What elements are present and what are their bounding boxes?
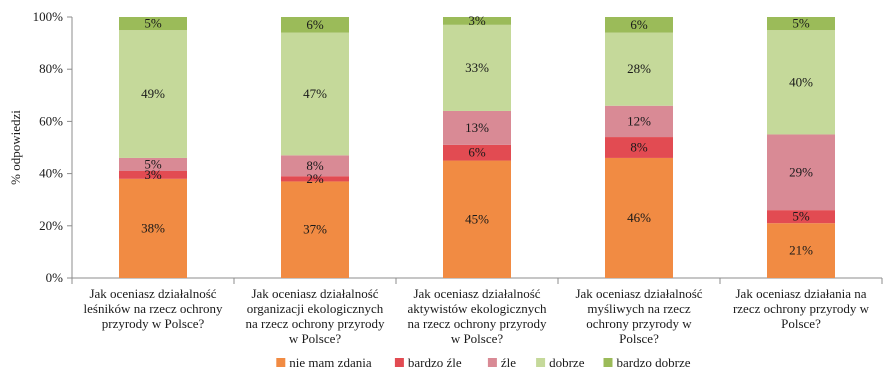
data-label: 13% — [465, 120, 489, 135]
data-label: 37% — [303, 222, 327, 237]
data-label: 49% — [141, 86, 165, 101]
data-label: 40% — [789, 74, 813, 89]
data-label: 28% — [627, 61, 651, 76]
bar-segment — [281, 155, 349, 177]
legend: nie mam zdania bardzo źle źle dobrze bardzo … — [276, 355, 691, 370]
bar-segment — [281, 181, 349, 278]
bar-segment — [281, 176, 349, 182]
bar-segment — [443, 110, 511, 145]
data-label: 33% — [465, 60, 489, 75]
bar-segment — [443, 24, 511, 111]
y-tick-label: 60% — [39, 113, 63, 128]
legend-label: nie mam zdania — [289, 355, 372, 370]
bar-segment — [119, 30, 187, 158]
category-label: Jak oceniasz działania na rzecz ochrony p… — [733, 286, 870, 331]
data-label: 38% — [141, 220, 165, 235]
legend-swatch — [276, 358, 286, 367]
bar-segment — [443, 144, 511, 161]
bar-segment — [767, 30, 835, 135]
bar-segment — [605, 157, 673, 278]
bar-segment — [767, 223, 835, 278]
bar-segment — [281, 17, 349, 33]
legend-swatch — [603, 358, 613, 367]
bar-segment — [119, 17, 187, 31]
bar-segment — [605, 137, 673, 158]
data-label: 47% — [303, 86, 327, 101]
data-label: 6% — [468, 145, 486, 160]
y-tick-label: 100% — [33, 9, 64, 24]
category-labels: Jak oceniasz działalność leśników na rzec… — [84, 286, 870, 346]
category-label: Jak oceniasz działalność aktywistów ekolo… — [408, 286, 547, 346]
y-tick-label: 20% — [39, 218, 63, 233]
bar-segment — [605, 17, 673, 33]
category-label: Jak oceniasz działalność leśników na rzec… — [84, 286, 223, 331]
data-label: 45% — [465, 211, 489, 226]
category-label: Jak oceniasz działalność organizacji ekol… — [246, 286, 385, 346]
data-label: 3% — [144, 167, 162, 182]
bar-segment — [767, 210, 835, 224]
data-label: 21% — [789, 243, 813, 258]
legend-label: bardzo dobrze — [617, 355, 691, 370]
bar-segment — [605, 32, 673, 106]
data-label: 8% — [306, 158, 324, 173]
y-axis-label: % odpowiedzi — [8, 110, 23, 185]
bar-segment — [767, 134, 835, 211]
data-label: 12% — [627, 113, 651, 128]
bar-segment — [281, 32, 349, 156]
data-labels: 38%3%5%49%5%37%2%8%47%6%45%6%13%33%3%46%… — [141, 13, 813, 258]
data-label: 5% — [792, 16, 810, 31]
bar-segment — [443, 160, 511, 278]
data-label: 29% — [789, 164, 813, 179]
legend-swatch — [536, 358, 546, 367]
legend-swatch — [487, 358, 497, 367]
bar-segment — [119, 170, 187, 179]
data-label: 6% — [306, 17, 324, 32]
data-label: 46% — [627, 210, 651, 225]
data-label: 5% — [792, 209, 810, 224]
bar-segment — [605, 105, 673, 138]
category-label: Jak oceniasz działalność myśliwych na rze… — [575, 286, 702, 346]
y-tick-label: 80% — [39, 61, 63, 76]
bar-segment — [119, 178, 187, 278]
legend-label: dobrze — [549, 355, 585, 370]
bars — [119, 17, 835, 278]
legend-label: źle — [501, 355, 516, 370]
bar-segment — [767, 17, 835, 31]
legend-label: bardzo źle — [408, 355, 462, 370]
bar-segment — [119, 157, 187, 171]
legend-swatch — [394, 358, 404, 367]
data-label: 5% — [144, 16, 162, 31]
bar-segment — [443, 17, 511, 25]
y-tick-label: 0% — [46, 270, 64, 285]
axes: 0% 20% 40% 60% 80% 100% — [33, 9, 883, 285]
y-tick-label: 40% — [39, 166, 63, 181]
data-label: 5% — [144, 156, 162, 171]
data-label: 8% — [630, 140, 648, 155]
data-label: 2% — [306, 171, 324, 186]
data-label: 6% — [630, 17, 648, 32]
data-label: 3% — [468, 13, 486, 28]
